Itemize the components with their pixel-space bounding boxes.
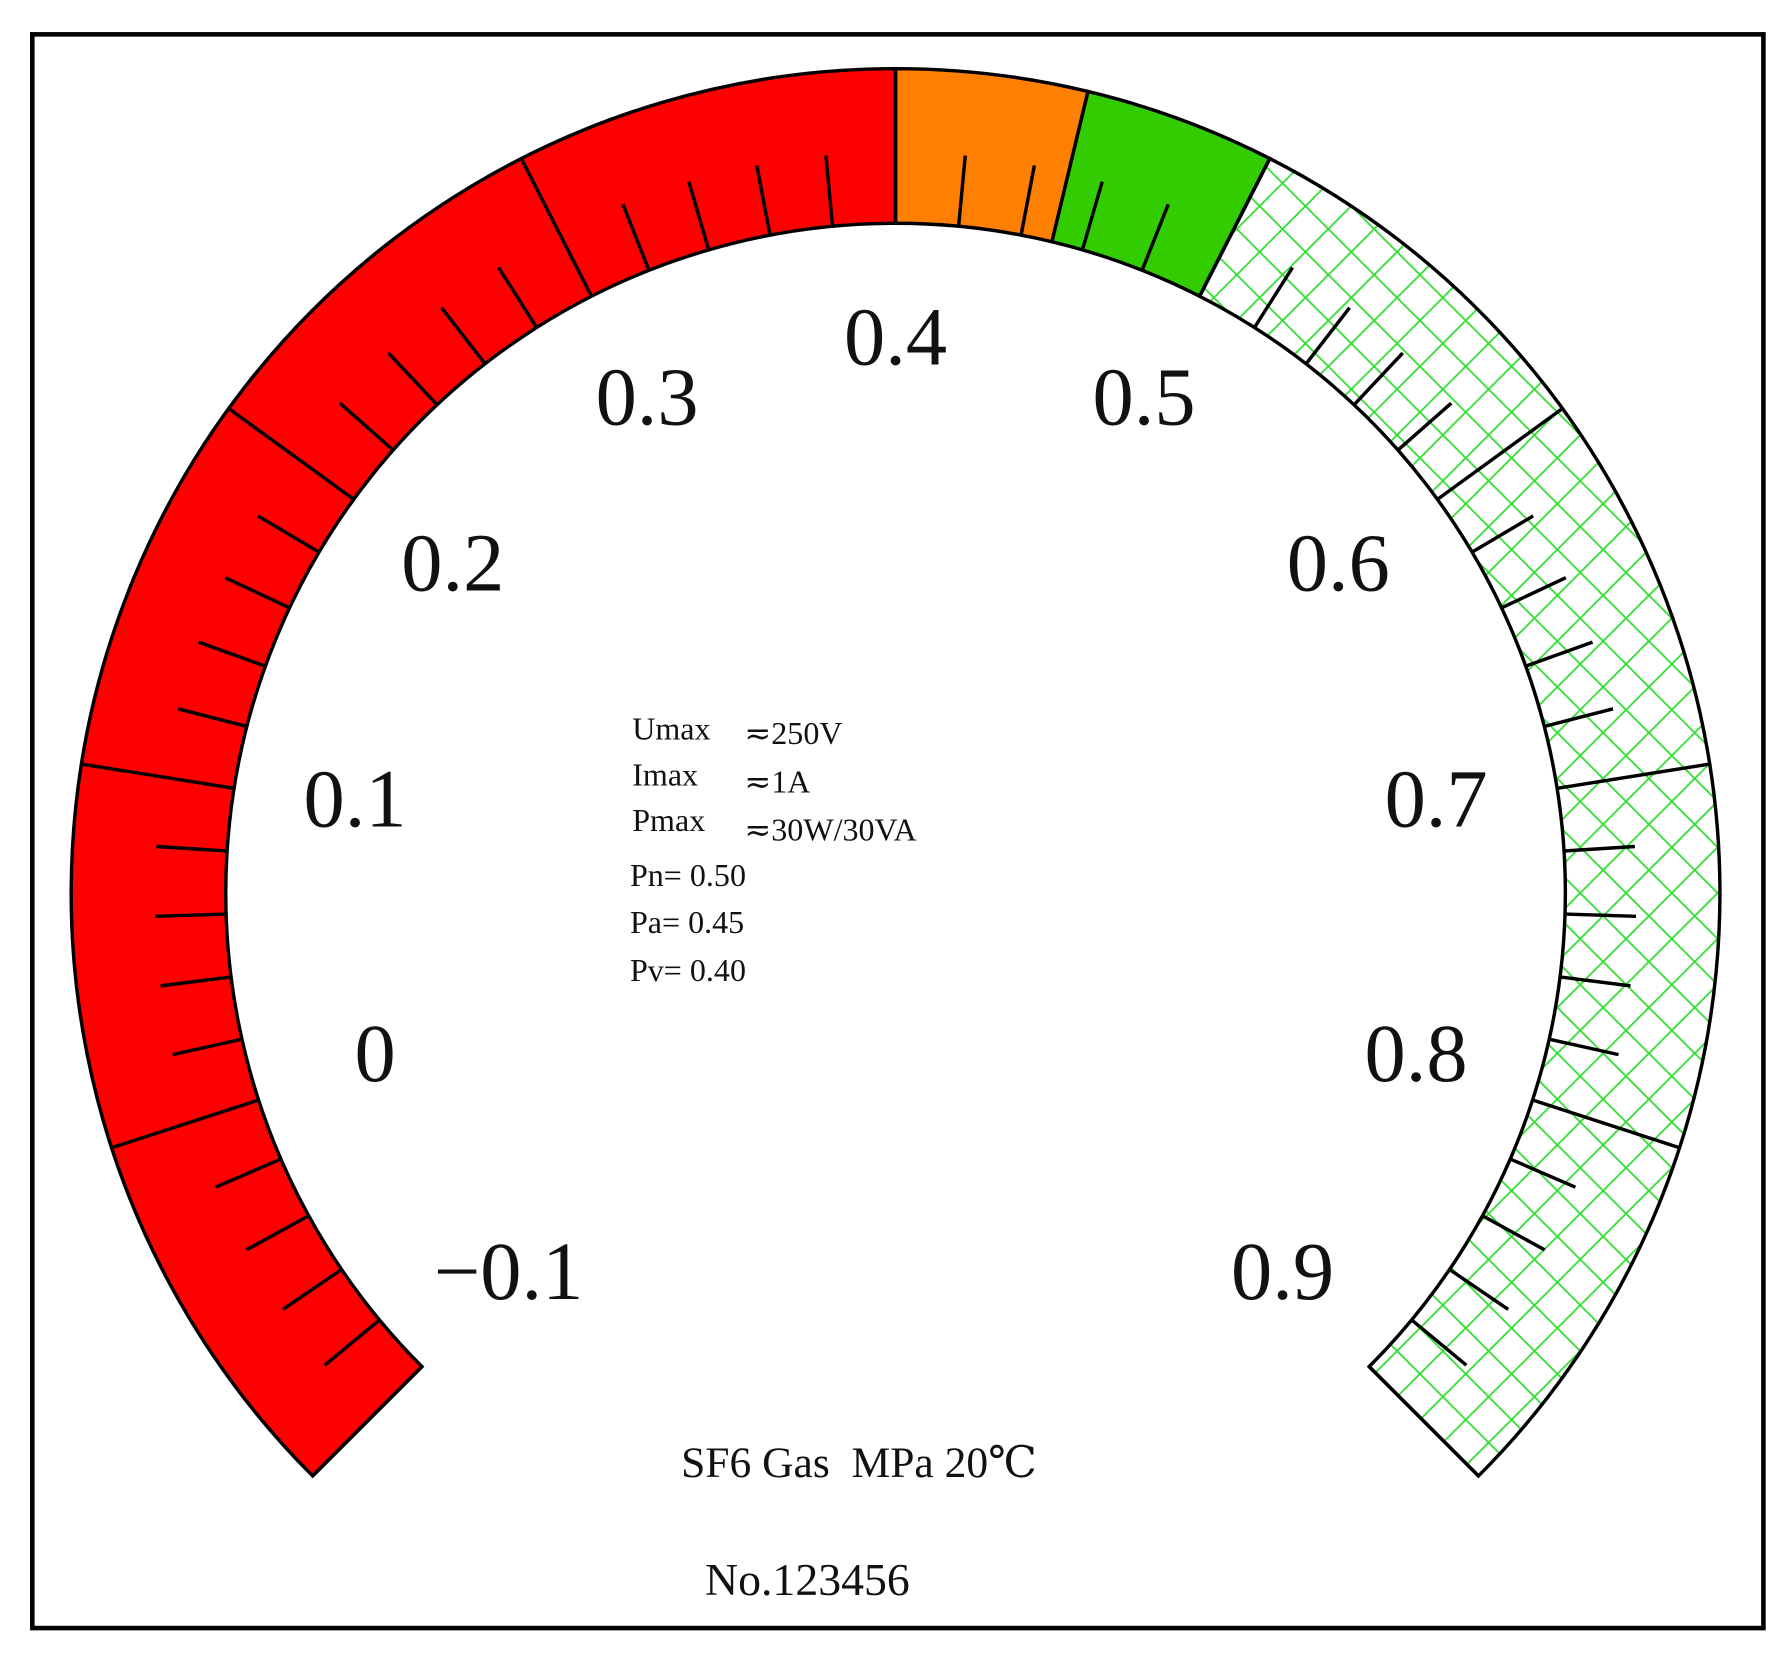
pressure-line: Pn= 0.50 [630, 857, 746, 893]
minor-tick [1564, 912, 1637, 919]
scale-label: 0.4 [844, 292, 947, 383]
minor-tick [1019, 165, 1037, 236]
scale-label: 0.8 [1365, 1008, 1468, 1099]
minor-tick [1410, 1318, 1468, 1367]
minor-tick [338, 401, 395, 452]
scale-label: 0.9 [1231, 1226, 1334, 1317]
minor-tick [257, 514, 320, 554]
scale-label: 0.2 [401, 517, 504, 608]
zone [69, 66, 898, 1479]
minor-tick [172, 1037, 243, 1057]
minor-tick [1500, 576, 1567, 610]
minor-tick [1080, 181, 1104, 251]
minor-tick [1253, 266, 1294, 329]
scale-label: −0.1 [434, 1226, 584, 1317]
rating-value: ≂1A [744, 763, 810, 799]
major-tick [1532, 1098, 1681, 1150]
major-tick [311, 1365, 424, 1478]
minor-tick [824, 155, 835, 227]
scale-label: 0.5 [1093, 351, 1196, 442]
scale-label: 0.1 [304, 753, 407, 844]
major-tick [519, 157, 594, 298]
unit-line: SF6 Gas MPa 20℃ [681, 1439, 1037, 1487]
minor-tick [198, 640, 266, 668]
pressure-line: Pv= 0.40 [630, 952, 746, 988]
rating-name: Imax [632, 756, 698, 792]
rating-name: Pmax [632, 802, 705, 838]
minor-tick [1304, 306, 1351, 365]
minor-tick [1396, 401, 1453, 452]
minor-tick [1563, 844, 1635, 853]
rating-value: ≂30W/30VA [744, 811, 916, 847]
minor-tick [224, 576, 291, 610]
minor-tick [1481, 1214, 1546, 1252]
minor-tick [1509, 1157, 1577, 1189]
rating-name: Umax [632, 711, 710, 747]
minor-tick [1543, 707, 1614, 729]
minor-tick [156, 844, 228, 853]
minor-tick [440, 306, 487, 365]
serial-number: No.123456 [705, 1554, 910, 1605]
major-tick [1436, 407, 1564, 501]
scale-label: 0.6 [1287, 517, 1390, 608]
minor-tick [215, 1157, 282, 1189]
minor-tick [155, 912, 227, 919]
minor-tick [1352, 351, 1404, 406]
rating-value: ≂250V [744, 715, 842, 751]
minor-tick [755, 165, 772, 236]
scale-label: 0.3 [596, 351, 699, 442]
minor-tick [497, 266, 539, 329]
pressure-line: Pa= 0.45 [630, 904, 744, 940]
minor-tick [160, 975, 232, 988]
major-tick [227, 407, 355, 501]
major-tick [1367, 1365, 1480, 1478]
major-tick [81, 762, 235, 790]
minor-tick [956, 155, 967, 227]
major-tick [1556, 762, 1711, 790]
zone [1197, 156, 1722, 1479]
minor-tick [1448, 1268, 1510, 1311]
minor-tick [1140, 203, 1170, 271]
major-tick [111, 1098, 260, 1150]
major-tick [1198, 157, 1272, 298]
minor-tick [323, 1318, 381, 1367]
minor-tick [621, 203, 651, 271]
minor-tick [1525, 640, 1594, 668]
scale-label: 0 [354, 1008, 395, 1099]
minor-tick [387, 351, 439, 406]
scale-label: 0.7 [1385, 753, 1488, 844]
minor-tick [281, 1268, 343, 1311]
minor-tick [245, 1214, 310, 1252]
minor-tick [1471, 514, 1535, 554]
minor-tick [1548, 1037, 1619, 1057]
minor-tick [177, 707, 248, 729]
minor-tick [687, 181, 711, 251]
ratings: Umax ≂250V Imax ≂1A Pmax ≂30W/30VA Pn= 0… [630, 711, 917, 989]
minor-tick [1559, 975, 1631, 988]
